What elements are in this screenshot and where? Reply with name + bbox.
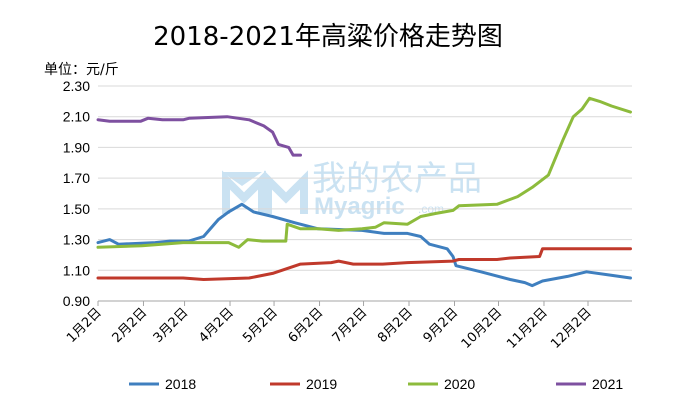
x-tick-label: 12月2日 — [548, 305, 595, 352]
y-tick-label: 1.90 — [63, 139, 90, 155]
watermark-english-text: Myagric — [314, 193, 405, 220]
x-tick-label: 11月2日 — [504, 305, 551, 352]
y-tick-label: 2.10 — [63, 109, 90, 125]
legend-label: 2019 — [306, 376, 337, 392]
x-tick-label: 7月2日 — [330, 305, 371, 346]
y-tick-label: 1.10 — [63, 262, 90, 278]
watermark-chinese-text: 我的农产品 — [312, 159, 482, 199]
y-tick-label: 1.70 — [63, 170, 90, 186]
x-tick-label: 10月2日 — [459, 305, 506, 352]
y-tick-label: 1.30 — [63, 232, 90, 248]
x-tick-label: 4月2日 — [196, 305, 237, 346]
legend-item-2020: 2020 — [408, 376, 475, 392]
legend-label: 2021 — [592, 376, 623, 392]
x-axis-ticks: 1月2日 2月2日 3月2日 4月2日 5月2日 6月2日 7月2日 8月2日 9月2日10月2… — [64, 300, 632, 352]
legend: 2018 2019 2020 2021 — [129, 376, 623, 392]
x-tick-label: 2月2日 — [110, 305, 151, 346]
y-tick-label: 0.90 — [63, 293, 90, 309]
series-line-2021 — [96, 115, 302, 157]
legend-item-2019: 2019 — [270, 376, 337, 392]
legend-label: 2018 — [165, 376, 196, 392]
x-tick-label: 9月2日 — [421, 305, 462, 346]
y-tick-label: 2.30 — [63, 78, 90, 94]
series-line-2019 — [96, 247, 632, 281]
legend-item-2018: 2018 — [129, 376, 196, 392]
watermark: 我的农产品 Myagric .com — [222, 159, 482, 220]
series-lines — [96, 96, 632, 288]
x-tick-label: 1月2日 — [64, 305, 105, 346]
y-tick-label: 1.50 — [63, 201, 90, 217]
legend-label: 2020 — [444, 376, 475, 392]
y-axis-ticks: 2.30 2.10 1.90 1.70 1.50 1.30 1.10 0.90 — [63, 78, 90, 309]
watermark-logo-icon — [222, 170, 308, 214]
chart-title: 2018-2021年高粱价格走势图 — [153, 22, 503, 52]
series-line-2020 — [96, 96, 632, 249]
y-axis-unit-label: 单位：元/斤 — [44, 62, 119, 78]
legend-item-2021: 2021 — [556, 376, 623, 392]
x-tick-label: 6月2日 — [286, 305, 327, 346]
x-tick-label: 5月2日 — [240, 305, 281, 346]
x-tick-label: 8月2日 — [375, 305, 416, 346]
x-tick-label: 3月2日 — [151, 305, 192, 346]
